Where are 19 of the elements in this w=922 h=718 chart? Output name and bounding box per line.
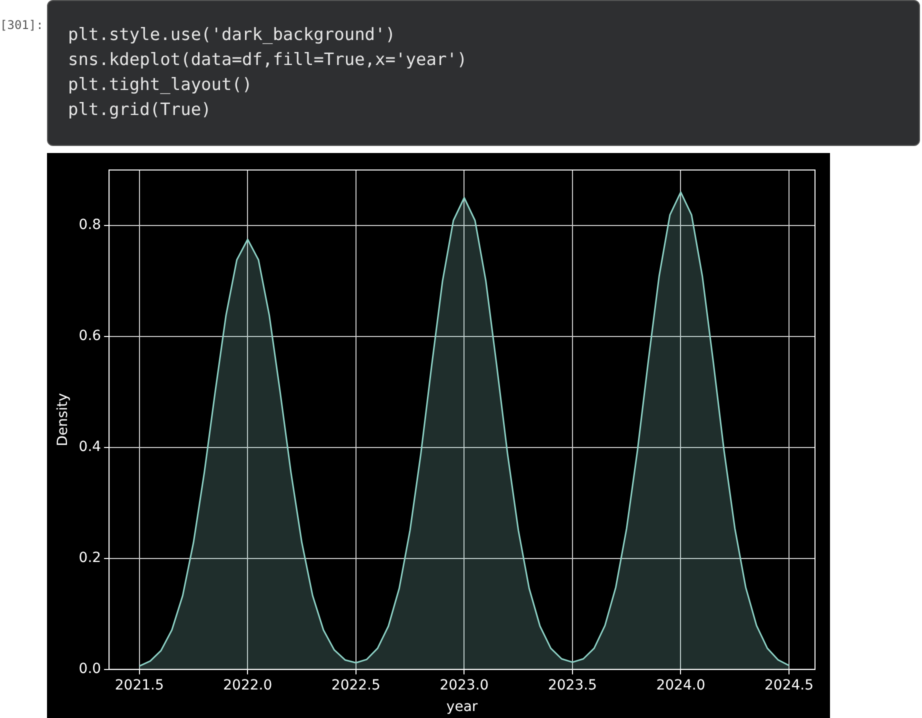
x-tick-label: 2023.0 <box>440 677 489 694</box>
y-axis-title: Density <box>55 393 72 446</box>
x-tick-label: 2024.0 <box>656 677 706 694</box>
x-tick-label: 2021.5 <box>114 677 164 694</box>
x-tick-label: 2024.5 <box>764 677 814 694</box>
y-tick-label: 0.4 <box>78 439 102 456</box>
text: plt.tight_layout() <box>68 74 254 97</box>
y-tick-label: 0.2 <box>78 550 102 566</box>
y-tick-label: 0.6 <box>78 328 102 344</box>
text: plt.style.use('dark_background') <box>68 24 397 47</box>
x-tick-label: 2022.5 <box>331 677 380 694</box>
x-tick-label: 2023.5 <box>548 677 597 694</box>
text: plt.grid(True) <box>68 99 212 122</box>
text: [301]: <box>0 18 44 32</box>
x-tick-label: 2022.0 <box>223 677 272 694</box>
y-tick-label: 0.8 <box>78 217 102 234</box>
text: sns.kdeplot(data=df,fill=True,x='year') <box>68 49 468 72</box>
x-axis-title: year <box>446 699 478 716</box>
y-tick-label: 0.0 <box>78 661 102 678</box>
